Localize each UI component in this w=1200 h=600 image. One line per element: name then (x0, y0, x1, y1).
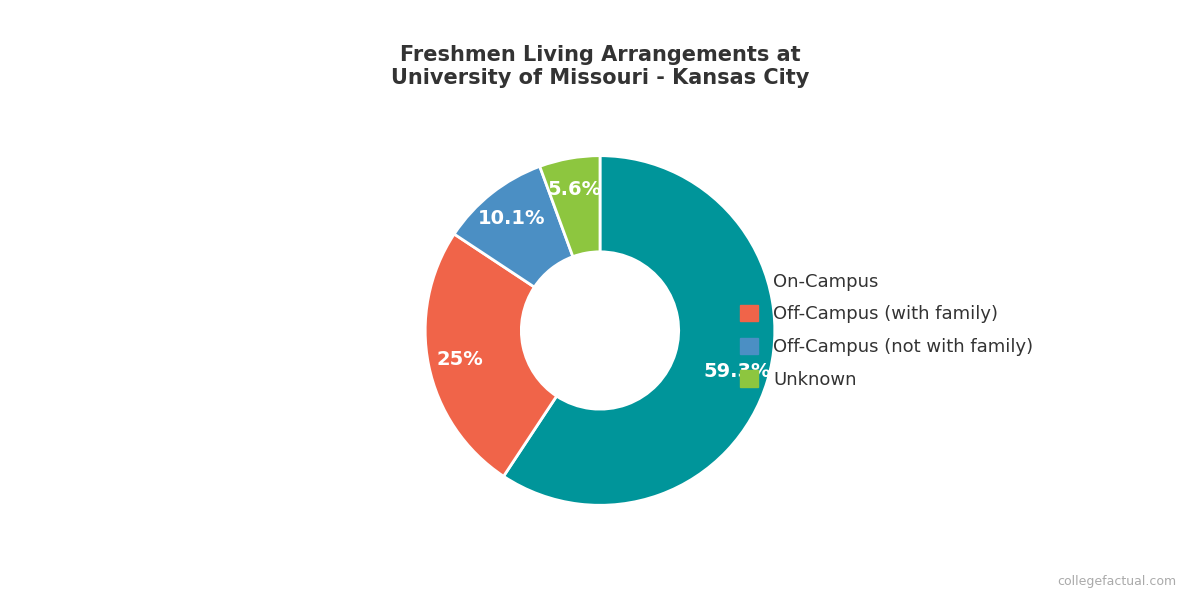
Text: 59.3%: 59.3% (703, 362, 772, 381)
Text: collegefactual.com: collegefactual.com (1057, 575, 1176, 588)
Wedge shape (425, 234, 557, 476)
Title: Freshmen Living Arrangements at
University of Missouri - Kansas City: Freshmen Living Arrangements at Universi… (391, 45, 809, 88)
Wedge shape (454, 166, 572, 287)
Wedge shape (540, 155, 600, 257)
Text: 5.6%: 5.6% (548, 180, 602, 199)
Text: 10.1%: 10.1% (478, 209, 545, 227)
Wedge shape (504, 155, 775, 505)
Legend: On-Campus, Off-Campus (with family), Off-Campus (not with family), Unknown: On-Campus, Off-Campus (with family), Off… (731, 263, 1042, 398)
Text: 25%: 25% (436, 350, 482, 368)
